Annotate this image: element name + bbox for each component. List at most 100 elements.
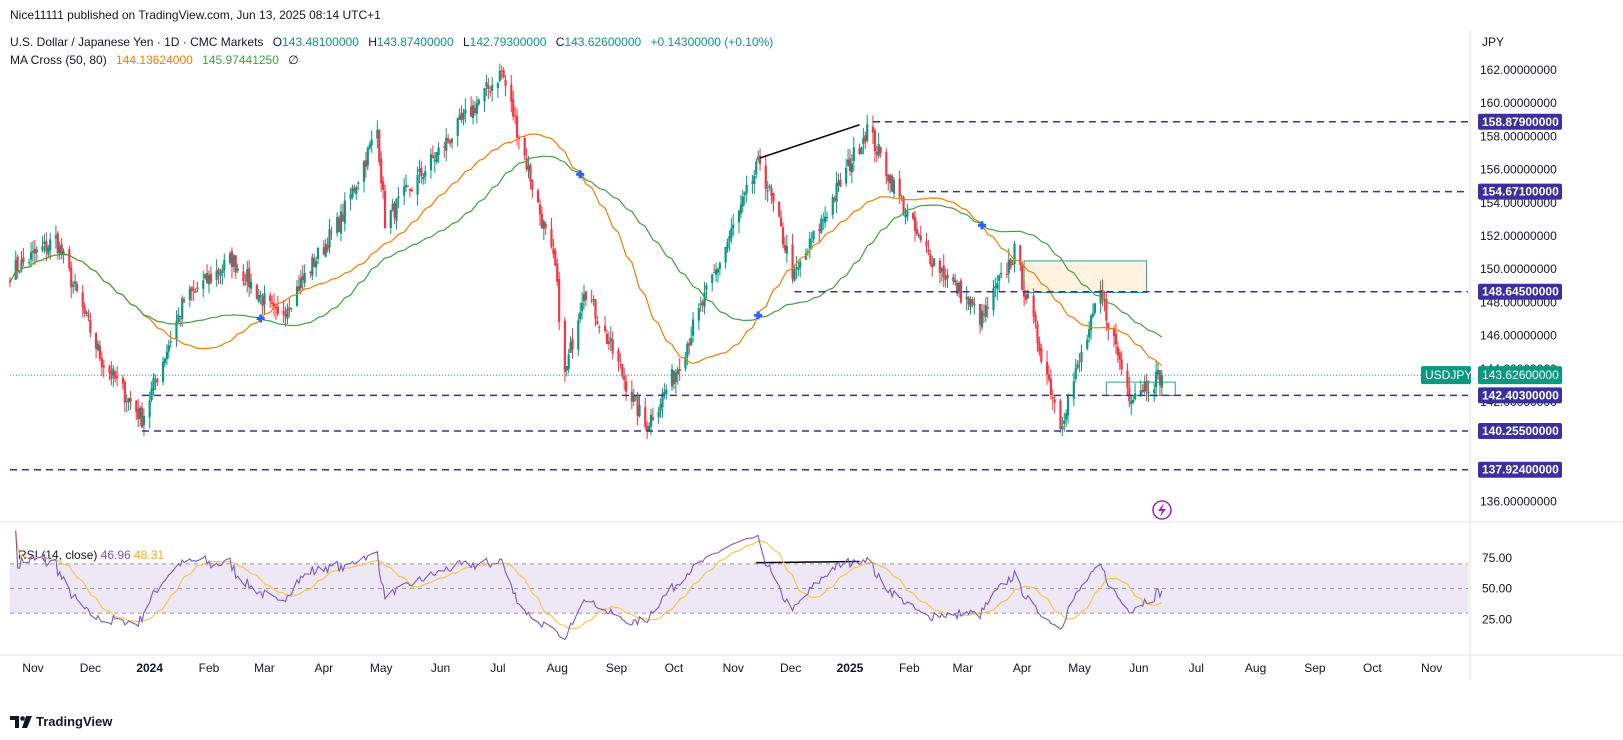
time-axis-label: Sep <box>1304 661 1326 675</box>
candle <box>154 374 157 391</box>
candle <box>967 295 970 311</box>
candle <box>621 363 624 379</box>
candle <box>357 180 360 191</box>
candle <box>443 141 446 158</box>
candle-body <box>887 174 890 182</box>
candle-body <box>341 214 345 221</box>
candle <box>397 187 400 209</box>
candle-body <box>611 339 614 354</box>
candle-body <box>1126 370 1129 388</box>
candle <box>288 298 291 318</box>
candle <box>556 258 559 286</box>
candle <box>49 232 52 260</box>
candle-body <box>623 376 626 381</box>
symbol-name[interactable]: U.S. Dollar / Japanese Yen · 1D · CMC Ma… <box>10 35 264 49</box>
candle <box>969 296 972 315</box>
high-label: H <box>368 35 377 49</box>
candle-body <box>753 175 756 184</box>
candle <box>433 152 436 173</box>
candle-body <box>204 273 207 279</box>
ma-indicator-name[interactable]: MA Cross (50, 80) <box>10 53 107 67</box>
candle <box>418 159 421 184</box>
time-axis-label: Apr <box>314 661 333 675</box>
candle-body <box>866 124 869 141</box>
candle-body <box>713 272 716 274</box>
candle-body <box>121 377 124 384</box>
legend-ma-row: MA Cross (50, 80) 144.13624000 145.97441… <box>10 51 773 69</box>
candle-body <box>818 229 821 231</box>
candle-body <box>1114 333 1118 345</box>
candle-body <box>1026 293 1030 298</box>
candle <box>242 264 245 287</box>
candle-body <box>860 147 863 155</box>
candle-body <box>550 228 553 247</box>
candle <box>169 330 172 348</box>
candle <box>1074 359 1077 382</box>
candle <box>544 221 547 235</box>
candle <box>992 279 995 316</box>
candle-body <box>663 391 666 394</box>
candle-body <box>1118 352 1121 360</box>
candle <box>835 171 838 214</box>
candle <box>994 277 997 298</box>
candle <box>209 266 213 285</box>
candle <box>487 77 490 100</box>
candle-body <box>464 109 467 114</box>
candle <box>232 253 235 273</box>
candle <box>165 344 168 365</box>
candle <box>286 303 289 324</box>
candle-body <box>705 285 708 290</box>
divergence-rsi-line <box>756 560 860 564</box>
candle <box>163 357 167 368</box>
candle-body <box>670 369 674 387</box>
candle <box>986 296 989 319</box>
candle-body <box>590 300 593 302</box>
candle <box>691 311 695 343</box>
candle-body <box>502 70 505 78</box>
candle-body <box>779 217 783 227</box>
candle <box>450 137 454 149</box>
candle <box>1141 384 1144 394</box>
candle <box>95 331 98 359</box>
symbol-tag-bg <box>1421 366 1471 385</box>
candle <box>757 150 760 163</box>
candle-body <box>741 196 744 207</box>
candle-body <box>1128 387 1131 402</box>
candle <box>743 191 746 206</box>
candle-body <box>376 129 379 139</box>
candle <box>116 365 119 387</box>
ma80-line <box>9 155 1163 338</box>
candle-body <box>217 269 220 274</box>
candle-body <box>904 214 907 218</box>
candle-body <box>940 268 943 272</box>
rsi-band <box>10 563 1468 614</box>
candle <box>410 187 413 192</box>
rsi-indicator-name[interactable]: RSI (14, close) <box>18 548 98 562</box>
candle-body <box>460 112 463 121</box>
tradingview-brand[interactable]: TradingView <box>10 714 112 729</box>
candle <box>1053 395 1056 414</box>
ma-cross-marker <box>978 221 986 230</box>
candle <box>190 286 193 302</box>
candle <box>793 265 796 282</box>
candle-body <box>862 137 865 145</box>
candle-body <box>596 321 599 325</box>
candle <box>248 260 251 298</box>
candle <box>81 284 84 318</box>
time-axis-label: Aug <box>547 661 568 675</box>
candle <box>89 312 92 338</box>
candle <box>1036 320 1039 353</box>
candle-body <box>927 249 930 252</box>
candle-body <box>161 361 165 382</box>
candle-body <box>100 358 103 368</box>
candle-body <box>98 345 102 359</box>
rsi-axis-tick-label: 25.00 <box>1482 612 1512 626</box>
candle-body <box>806 251 809 253</box>
candle <box>713 264 716 274</box>
candle-body <box>288 307 291 310</box>
candle <box>483 87 486 113</box>
candle-body <box>556 263 559 282</box>
candle <box>659 398 662 418</box>
candle <box>810 232 813 250</box>
